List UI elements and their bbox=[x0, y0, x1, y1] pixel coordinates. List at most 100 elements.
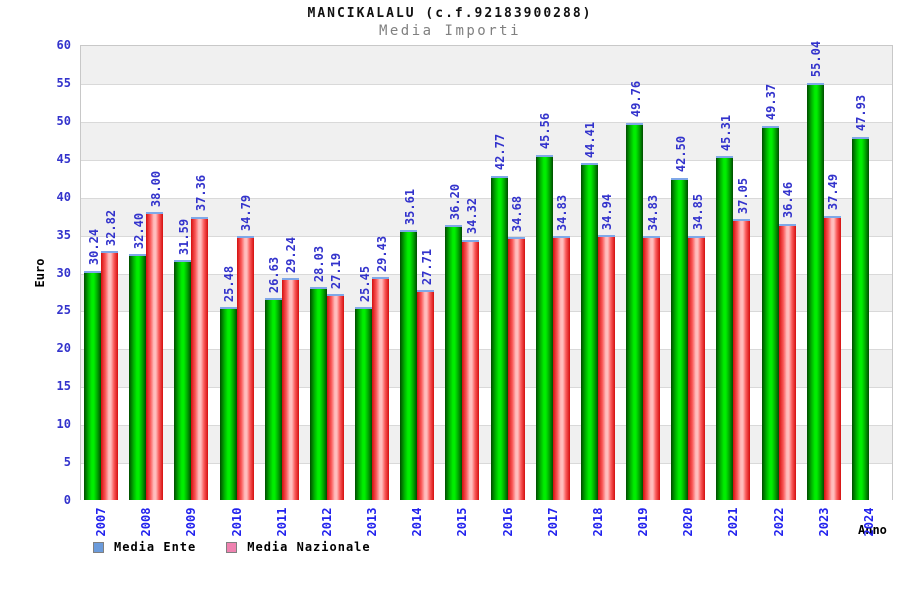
y-tick-label: 20 bbox=[56, 341, 71, 356]
plot-band bbox=[81, 387, 892, 426]
plot-band bbox=[81, 349, 892, 388]
y-tick-label: 5 bbox=[63, 455, 71, 470]
y-tick-label: 40 bbox=[56, 189, 71, 204]
x-tick-label-2008: 2008 bbox=[139, 507, 154, 537]
legend-label-media-nazionale: Media Nazionale bbox=[247, 540, 371, 554]
plot-band bbox=[81, 463, 892, 501]
value-label-media-ente: 44.41 bbox=[583, 121, 598, 159]
x-tick-label-2017: 2017 bbox=[545, 507, 560, 537]
value-label-media-ente: 31.59 bbox=[176, 219, 191, 256]
x-tick-label-2014: 2014 bbox=[410, 507, 425, 537]
plot-band bbox=[81, 121, 892, 160]
bar-media-ente-2020 bbox=[671, 177, 689, 500]
bar-media-ente-2016 bbox=[490, 175, 508, 500]
bar-media-ente-2009 bbox=[174, 260, 192, 500]
bar-media-nazionale-2018 bbox=[597, 235, 615, 500]
bar-media-nazionale-2012 bbox=[326, 293, 344, 500]
bar-media-ente-2023 bbox=[806, 82, 824, 500]
value-label-media-ente: 42.77 bbox=[493, 134, 507, 171]
bar-media-ente-2012 bbox=[309, 287, 327, 500]
legend-label-media-ente: Media Ente bbox=[114, 540, 197, 554]
gridline bbox=[81, 197, 892, 199]
value-label-media-nazionale: 27.71 bbox=[419, 248, 434, 285]
x-tick-label-2018: 2018 bbox=[590, 507, 605, 537]
value-label-media-ente: 45.31 bbox=[718, 115, 733, 152]
x-tick-label-2022: 2022 bbox=[771, 507, 786, 537]
bar-media-nazionale-2015 bbox=[462, 239, 480, 500]
value-label-media-ente: 28.03 bbox=[312, 246, 327, 283]
x-tick-label-2007: 2007 bbox=[94, 507, 108, 537]
y-tick-label: 45 bbox=[56, 151, 71, 166]
plot-band bbox=[81, 273, 892, 312]
x-tick-label-2011: 2011 bbox=[274, 507, 289, 537]
bar-media-nazionale-2010 bbox=[236, 236, 254, 500]
value-label-media-ente: 36.20 bbox=[447, 184, 462, 221]
y-tick-label: 60 bbox=[56, 38, 71, 52]
x-tick-label-2009: 2009 bbox=[184, 507, 199, 537]
gridline bbox=[81, 159, 892, 161]
plot-band bbox=[81, 425, 892, 464]
bar-media-ente-2007 bbox=[84, 270, 101, 500]
y-tick-label: 35 bbox=[56, 227, 71, 242]
bar-media-nazionale-2013 bbox=[372, 276, 389, 500]
bar-media-ente-2019 bbox=[626, 122, 643, 500]
legend-item-media-nazionale: Media Nazionale bbox=[226, 540, 370, 554]
legend: Media Ente Media Nazionale bbox=[93, 540, 371, 554]
plot-band bbox=[81, 235, 892, 274]
bar-media-nazionale-2022 bbox=[778, 223, 796, 500]
gridline bbox=[81, 387, 892, 389]
y-tick-label: 10 bbox=[56, 417, 71, 432]
x-tick-label-2021: 2021 bbox=[726, 507, 741, 537]
bar-media-nazionale-2020 bbox=[688, 235, 706, 500]
gridline bbox=[81, 121, 892, 123]
value-label-media-nazionale: 34.85 bbox=[690, 194, 705, 231]
value-label-media-nazionale: 29.43 bbox=[374, 235, 389, 272]
bar-media-ente-2024 bbox=[851, 136, 869, 500]
plot-band bbox=[81, 311, 892, 350]
value-label-media-nazionale: 34.83 bbox=[555, 194, 570, 231]
value-label-media-ente: 35.61 bbox=[402, 188, 417, 225]
bar-media-nazionale-2017 bbox=[552, 235, 570, 500]
bar-media-ente-2022 bbox=[761, 125, 779, 500]
bar-media-nazionale-2019 bbox=[643, 235, 660, 500]
x-tick-label-2016: 2016 bbox=[500, 507, 515, 537]
value-label-media-ente: 25.45 bbox=[357, 265, 372, 302]
media-nazionale-swatch-icon bbox=[226, 541, 238, 553]
value-label-media-nazionale: 34.79 bbox=[239, 194, 253, 231]
value-label-media-nazionale: 32.82 bbox=[103, 209, 118, 246]
y-tick-label: 0 bbox=[63, 493, 71, 507]
value-label-media-nazionale: 29.24 bbox=[284, 236, 299, 274]
value-label-media-ente: 42.50 bbox=[673, 136, 688, 173]
value-label-media-ente: 25.48 bbox=[222, 265, 236, 302]
bar-media-nazionale-2016 bbox=[507, 237, 525, 500]
media-ente-swatch-icon bbox=[93, 541, 104, 553]
x-tick-label-2013: 2013 bbox=[365, 507, 379, 537]
value-label-media-nazionale: 37.05 bbox=[735, 177, 750, 214]
gridline bbox=[81, 235, 892, 237]
bar-media-nazionale-2011 bbox=[281, 278, 299, 500]
value-label-media-nazionale: 34.83 bbox=[645, 194, 660, 231]
plot-band bbox=[81, 83, 892, 122]
gridline bbox=[81, 83, 892, 85]
value-label-media-nazionale: 38.00 bbox=[148, 170, 163, 207]
gridline bbox=[81, 311, 892, 313]
x-tick-label-2012: 2012 bbox=[319, 507, 334, 537]
value-label-media-ente: 55.04 bbox=[809, 41, 824, 78]
plot-band bbox=[81, 159, 892, 198]
bar-media-ente-2017 bbox=[535, 154, 553, 500]
y-tick-label: 55 bbox=[56, 75, 71, 90]
gridline bbox=[81, 273, 892, 275]
bar-media-nazionale-2009 bbox=[191, 216, 209, 500]
value-label-media-nazionale: 37.36 bbox=[193, 175, 208, 212]
value-label-media-ente: 49.76 bbox=[628, 81, 643, 118]
x-tick-label-2010: 2010 bbox=[229, 507, 244, 537]
x-axis-title: Anno bbox=[858, 523, 887, 537]
value-label-media-ente: 47.93 bbox=[854, 95, 869, 132]
plot-band bbox=[81, 46, 892, 84]
value-label-media-nazionale: 37.49 bbox=[826, 174, 841, 211]
bar-media-ente-2013 bbox=[355, 307, 372, 500]
bar-media-ente-2008 bbox=[129, 254, 147, 500]
gridline bbox=[81, 425, 892, 427]
chart-title: MANCIKALALU (c.f.92183900288) bbox=[307, 6, 593, 21]
bar-media-ente-2021 bbox=[716, 156, 734, 500]
